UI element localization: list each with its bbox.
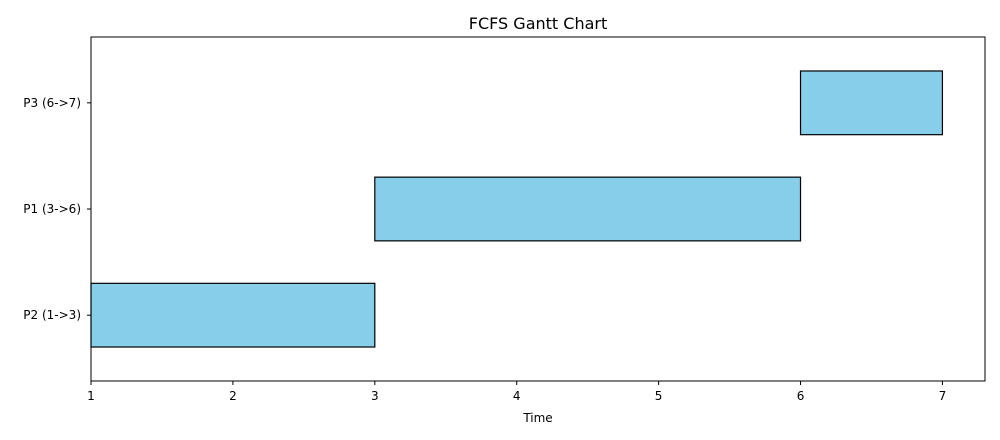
x-tick-label: 4 — [513, 389, 521, 403]
axes-layer: 1 2 3 4 5 6 7 P2 (1->3) P1 (3->6) P3 (6->7) — [23, 36, 986, 403]
y-tick-label: P2 (1->3) — [23, 308, 81, 322]
x-tick-label: 2 — [229, 389, 237, 403]
y-tick-label: P3 (6->7) — [23, 96, 81, 110]
gantt-bar — [799, 70, 944, 136]
x-tick-label: 1 — [87, 389, 95, 403]
x-tick-label: 7 — [939, 389, 947, 403]
gantt-bar — [374, 176, 802, 242]
x-tick-label: 6 — [797, 389, 805, 403]
bars-layer — [90, 70, 944, 348]
chart-title: FCFS Gantt Chart — [469, 14, 607, 33]
x-axis-title: Time — [522, 411, 552, 425]
y-tick-label: P1 (3->6) — [23, 202, 81, 216]
x-tick-label: 3 — [371, 389, 379, 403]
gantt-bar — [90, 282, 376, 348]
x-tick-label: 5 — [655, 389, 663, 403]
